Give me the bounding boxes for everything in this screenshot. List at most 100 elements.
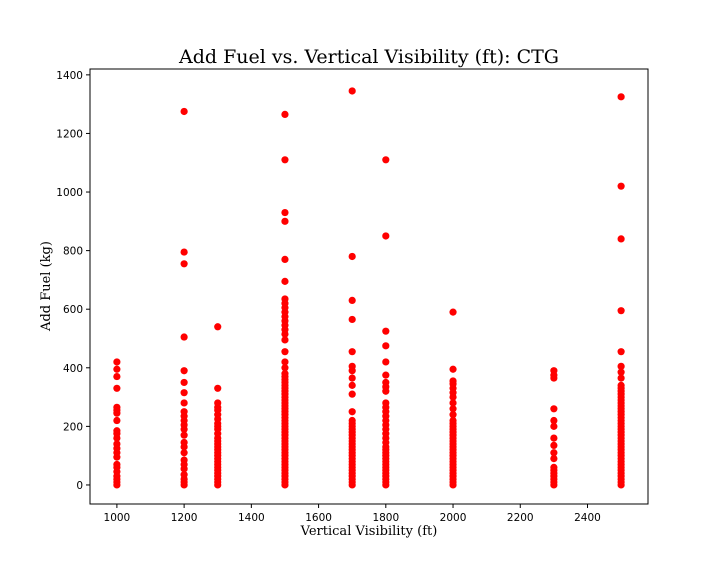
data-point [348,390,356,398]
data-point [180,438,188,447]
data-point [382,371,390,379]
x-axis-label: Vertical Visibility (ft) [300,524,438,539]
data-point [180,260,188,268]
data-point [113,403,121,411]
data-point [617,381,625,389]
data-point [449,365,457,373]
data-point [348,381,356,389]
y-tick-label: 600 [63,304,83,316]
x-tick-label: 2400 [574,512,601,524]
data-point [550,449,558,457]
data-point [449,405,457,413]
data-point [113,440,121,448]
data-point [617,307,625,315]
data-point [180,449,188,457]
data-point [281,358,289,366]
data-point [449,377,457,385]
x-tick-label: 2000 [440,512,467,524]
data-point [281,110,289,118]
y-tick-label: 0 [76,480,83,492]
y-tick-label: 1400 [56,70,83,82]
data-point [550,455,558,463]
data-point [617,374,625,382]
data-point [550,434,558,442]
data-point [449,308,457,316]
data-point [348,87,356,95]
data-point [281,208,289,217]
plot-frame [89,68,649,505]
data-point [382,156,390,164]
data-point [281,370,289,378]
data-point [617,93,625,101]
data-point [180,333,188,341]
data-point [348,362,356,370]
x-axis-ticks: 1000 1200 1400 1600 1800 2000 2200 2400 [104,504,601,524]
data-point [348,315,356,324]
y-tick-label: 1000 [56,187,83,199]
data-point [214,384,222,392]
data-point [214,399,222,407]
data-point [180,456,188,464]
data-point [382,342,390,350]
data-point [382,399,390,407]
x-tick-label: 1200 [171,512,198,524]
data-point [449,411,457,419]
data-point [281,277,289,285]
data-point [281,348,289,356]
data-point [281,295,289,303]
data-point [348,348,356,356]
data-point [180,431,188,439]
data-point [281,336,289,344]
data-points [113,87,625,489]
y-tick-label: 1200 [56,128,83,140]
data-point [180,399,188,407]
data-point [281,156,289,164]
x-tick-label: 1800 [372,512,399,524]
data-point [281,255,289,263]
data-point [113,372,121,381]
data-point [382,358,390,366]
y-tick-label: 200 [63,421,83,433]
data-point [449,416,457,425]
x-tick-label: 1000 [104,512,131,524]
data-point [180,389,188,397]
data-point [550,367,558,375]
data-point [113,358,121,366]
data-point [382,232,390,240]
data-point [449,399,457,407]
data-point [180,471,188,479]
data-point [550,422,558,430]
data-point [617,182,625,190]
data-point [281,364,289,372]
data-point [617,348,625,356]
x-tick-label: 1600 [305,512,332,524]
y-tick-label: 400 [63,363,83,375]
data-point [348,374,356,382]
x-tick-label: 2200 [507,512,534,524]
data-point [348,408,356,416]
y-tick-label: 800 [63,246,83,258]
data-point [113,416,121,425]
data-point [113,427,121,435]
data-point [180,378,188,387]
data-point [348,416,356,425]
data-point [214,323,222,331]
chart-title: Add Fuel vs. Vertical Visibility (ft): C… [178,46,559,68]
y-axis-label: Add Fuel (kg) [39,241,54,332]
data-point [180,367,188,375]
data-point [113,384,121,392]
data-point [550,416,558,425]
data-point [617,235,625,243]
data-point [550,441,558,450]
data-point [550,405,558,413]
data-point [180,408,188,416]
data-point [382,378,390,387]
data-point [348,252,356,261]
data-point [348,296,356,305]
data-point [113,365,121,373]
x-tick-label: 1400 [238,512,265,524]
data-point [617,368,625,376]
y-axis-ticks: 0 200 400 600 800 1000 1200 1400 [56,70,90,492]
data-point [617,362,625,370]
data-point [113,460,121,469]
